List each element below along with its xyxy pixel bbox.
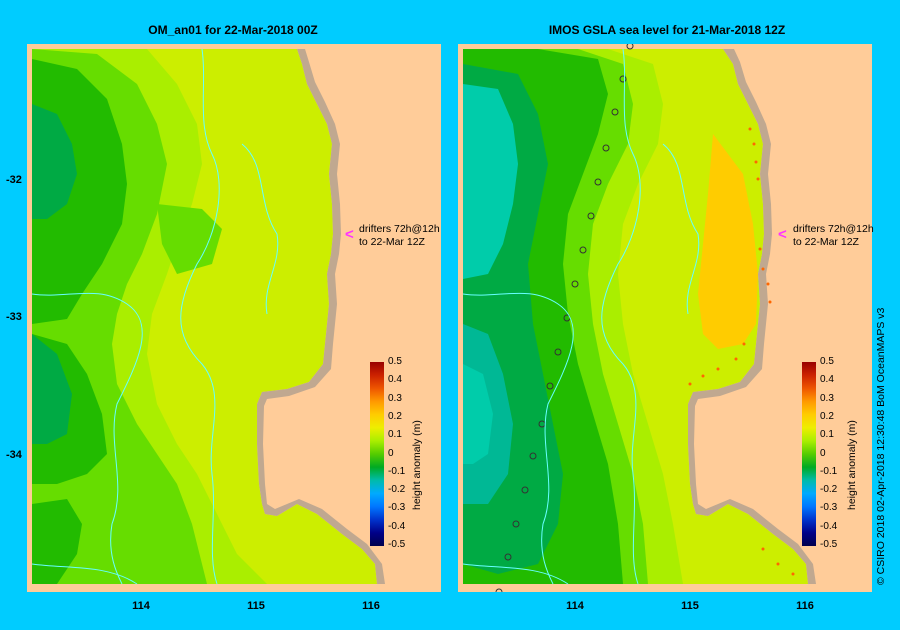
x-tick-label-left: 114: [132, 600, 150, 612]
colorbar-tick-label: 0.1: [388, 429, 402, 441]
colorbar-tick-label: 0.1: [820, 429, 834, 441]
colorbar-tick-label: 0.3: [388, 392, 402, 404]
drifter-annotation-left: drifters 72h@12h to 22-Mar 12Z: [359, 223, 440, 249]
colorbar-tick-label: -0.1: [820, 465, 838, 477]
x-tick-label-right: 115: [681, 600, 699, 612]
x-tick-label-left: 115: [247, 600, 265, 612]
colorbar-right-title: height anomaly (m): [846, 420, 858, 510]
x-tick-label-right: 114: [566, 600, 584, 612]
x-tick-label-left: 116: [362, 600, 380, 612]
colorbar-tick-label: 0.5: [388, 356, 402, 367]
colorbar-tick-label: 0.4: [388, 374, 402, 386]
colorbar-tick-label: 0.3: [820, 392, 834, 404]
drifter-annotation-right: drifters 72h@12h to 22-Mar 12Z: [793, 223, 874, 249]
y-tick-label: -34: [6, 449, 22, 461]
colorbar-right: [802, 362, 816, 546]
colorbar-tick-label: -0.3: [388, 502, 406, 514]
left-panel-title: OM_an01 for 22-Mar-2018 00Z: [148, 23, 318, 37]
colorbar-tick-label: 0.4: [820, 374, 834, 386]
colorbar-tick-label: 0.2: [388, 410, 402, 422]
left-map-panel: [27, 44, 441, 592]
right-panel-title: IMOS GSLA sea level for 21-Mar-2018 12Z: [548, 23, 786, 37]
colorbar-tick-label: 0.5: [820, 356, 834, 367]
credit-text: © CSIRO 2018 02-Apr-2018 12:30:48 BoM Oc…: [875, 307, 887, 585]
x-tick-label-right: 116: [796, 600, 814, 612]
colorbar-tick-label: -0.4: [388, 520, 406, 532]
colorbar-tick-label: -0.5: [388, 539, 406, 550]
colorbar-tick-label: -0.2: [820, 484, 838, 496]
y-tick-label: -32: [6, 174, 22, 186]
drifter-annotation-right-line2: to 22-Mar 12Z: [793, 236, 859, 248]
colorbar-tick-label: -0.3: [820, 502, 838, 514]
colorbar-left-title: height anomaly (m): [411, 420, 423, 510]
colorbar-tick-label: -0.1: [388, 465, 406, 477]
drifter-annotation-right-line1: drifters 72h@12h: [793, 223, 874, 235]
colorbar-tick-label: -0.2: [388, 484, 406, 496]
right-map-panel: [458, 44, 872, 592]
drifter-arrow-left: <: [345, 226, 354, 243]
colorbar-tick-label: 0: [388, 447, 394, 459]
colorbar-tick-label: -0.4: [820, 520, 838, 532]
colorbar-tick-label: -0.5: [820, 539, 838, 550]
colorbar-tick-label: 0: [820, 447, 826, 459]
colorbar-tick-label: 0.2: [820, 410, 834, 422]
colorbar-left: [370, 362, 384, 546]
drifter-annotation-left-line2: to 22-Mar 12Z: [359, 236, 425, 248]
y-tick-label: -33: [6, 311, 22, 323]
drifter-annotation-left-line1: drifters 72h@12h: [359, 223, 440, 235]
drifter-arrow-right: <: [778, 226, 787, 243]
